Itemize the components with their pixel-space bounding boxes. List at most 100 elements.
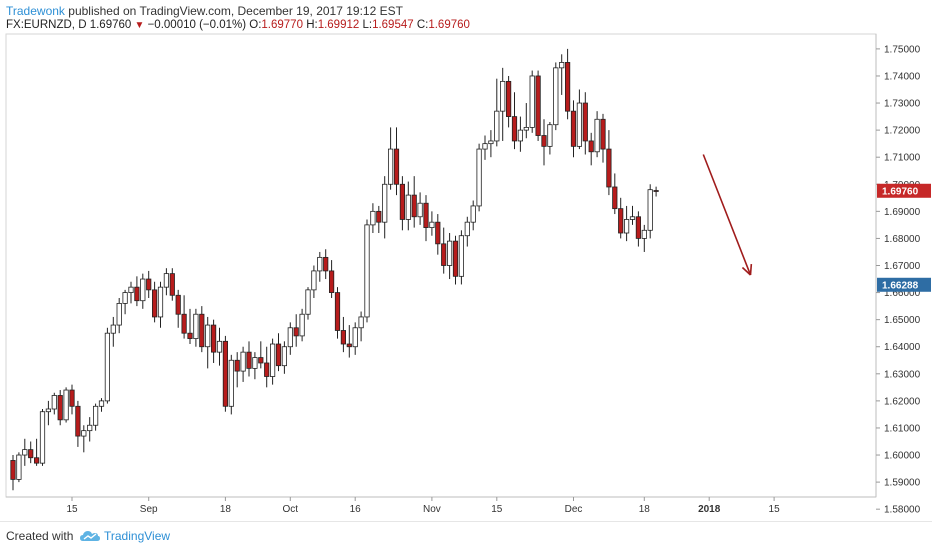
candle-body — [624, 219, 630, 234]
candle — [523, 103, 529, 139]
candle — [576, 89, 583, 150]
candle-body — [576, 102, 583, 147]
candle-body — [423, 202, 429, 228]
candle-body — [535, 75, 541, 136]
candle — [216, 327, 223, 366]
candle — [653, 186, 659, 197]
ohlc-legend: FX:EURNZD, D 1.69760 ▼ −0.00010 (−0.01%)… — [6, 19, 470, 31]
tradingview-brand[interactable]: TradingView — [104, 529, 171, 543]
tradingview-cloud-icon[interactable] — [79, 528, 101, 544]
candle-body — [199, 313, 205, 348]
candle — [264, 346, 270, 388]
author-link[interactable]: Tradewonk — [6, 4, 65, 18]
candle-body — [81, 430, 87, 437]
price-tick-label: 1.62000 — [884, 396, 921, 407]
close-value: 1.69760 — [428, 19, 470, 31]
candle-body — [588, 140, 594, 153]
candle — [358, 311, 364, 342]
candle-body — [553, 67, 559, 126]
candle — [588, 132, 594, 166]
price-tick-label: 1.73000 — [884, 99, 921, 110]
price-axis[interactable]: 1.58000 1.59000 1.60000 1.61000 1.62000 1.630… — [875, 34, 931, 516]
candle — [328, 260, 335, 298]
change-value: −0.00010 (−0.01%) — [147, 19, 247, 31]
candle-body — [470, 205, 476, 223]
candle-body — [612, 186, 618, 210]
candle — [323, 249, 329, 280]
candle — [110, 316, 116, 347]
candle-body — [382, 183, 388, 223]
candle-body — [482, 143, 488, 150]
footer: Created with TradingView — [0, 521, 932, 551]
candle-body — [500, 80, 506, 112]
candle — [553, 62, 559, 131]
candle-body — [39, 411, 46, 464]
time-axis[interactable]: 15 Sep 18 Oct 16 Nov 15 Dec 18 2018 15 — [6, 496, 876, 515]
candle-body — [146, 278, 152, 291]
candle-body — [116, 303, 122, 326]
candle — [157, 281, 164, 328]
candle-body — [635, 216, 642, 239]
candle — [163, 268, 169, 296]
candle-body — [10, 460, 16, 480]
candle — [140, 273, 146, 309]
close-label: C: — [416, 19, 429, 31]
price-tick-label: 1.64000 — [884, 342, 921, 353]
candle-body — [258, 357, 264, 364]
published-text: published on TradingView.com, December 1… — [68, 4, 403, 18]
candle-body — [464, 221, 470, 237]
candle-body — [387, 148, 394, 185]
candle — [122, 289, 128, 315]
time-tick-label: 16 — [350, 504, 362, 515]
time-tick-label: Sep — [140, 504, 158, 515]
price-tick-label: 1.58000 — [884, 505, 921, 516]
candle-body — [429, 221, 435, 228]
high-label: H: — [306, 19, 318, 31]
candle-body — [618, 208, 624, 234]
candle — [299, 308, 305, 342]
candle — [476, 143, 482, 212]
candle — [429, 211, 435, 236]
candle-body — [151, 289, 158, 318]
candle — [535, 70, 541, 141]
candle — [624, 205, 630, 242]
candle-body — [641, 229, 647, 239]
created-with-text: Created with — [6, 529, 74, 543]
candle-body — [240, 351, 246, 372]
candle-body — [505, 80, 512, 117]
candle-body — [346, 343, 352, 348]
candle-body — [323, 256, 329, 272]
candle — [570, 100, 577, 158]
candle — [647, 184, 653, 239]
price-chart[interactable]: 1.58000 1.59000 1.60000 1.61000 1.62000 1.630… — [0, 0, 932, 521]
candle-body — [606, 148, 612, 188]
candle — [382, 176, 388, 239]
candle — [594, 111, 600, 158]
candle — [387, 127, 394, 190]
price-tick-label: 1.66000 — [884, 288, 921, 299]
projection-arrow-shaft — [702, 154, 752, 276]
candle — [63, 387, 69, 423]
candle-body — [488, 140, 494, 145]
candle-body — [417, 202, 423, 218]
candle — [193, 308, 199, 347]
time-tick-label: 15 — [491, 504, 503, 515]
price-tick-label: 1.72000 — [884, 126, 921, 137]
candle-body — [22, 449, 28, 456]
candle-body — [252, 357, 258, 369]
candle — [275, 333, 282, 372]
candle-body — [181, 313, 187, 334]
candle — [169, 268, 175, 301]
time-tick-label: 15 — [66, 504, 78, 515]
candle-body — [193, 313, 199, 340]
price-tick-label: 1.75000 — [884, 44, 921, 55]
candle-body — [582, 102, 588, 142]
candles-layer[interactable] — [10, 48, 659, 491]
candle-body — [647, 189, 653, 231]
candle-body — [629, 216, 636, 220]
candle-body — [169, 273, 175, 296]
candle — [600, 113, 606, 163]
candle-body — [364, 224, 370, 318]
candle — [317, 251, 323, 282]
candle-body — [28, 449, 34, 459]
